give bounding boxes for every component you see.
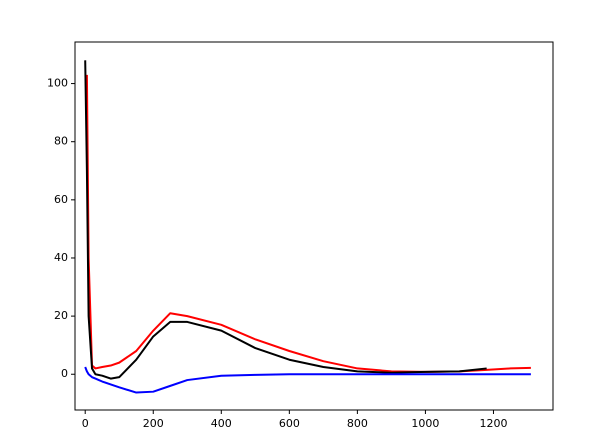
y-tick-label: 60	[54, 193, 68, 206]
series-line	[84, 366, 531, 394]
x-tick-label: 800	[347, 417, 368, 430]
x-tick-label: 1000	[411, 417, 439, 430]
series-line	[85, 74, 531, 373]
x-tick-label: 200	[143, 417, 164, 430]
y-tick-label: 40	[54, 251, 68, 264]
x-tick-label: 600	[279, 417, 300, 430]
y-tick-label: 0	[61, 367, 68, 380]
series-line	[84, 60, 487, 380]
y-tick-label: 80	[54, 135, 68, 148]
x-tick-label: 1200	[479, 417, 507, 430]
y-tick-label: 20	[54, 309, 68, 322]
y-tick-label: 100	[47, 77, 68, 90]
plot-frame	[74, 41, 554, 411]
x-tick-label: 400	[211, 417, 232, 430]
x-tick-label: 0	[82, 417, 89, 430]
